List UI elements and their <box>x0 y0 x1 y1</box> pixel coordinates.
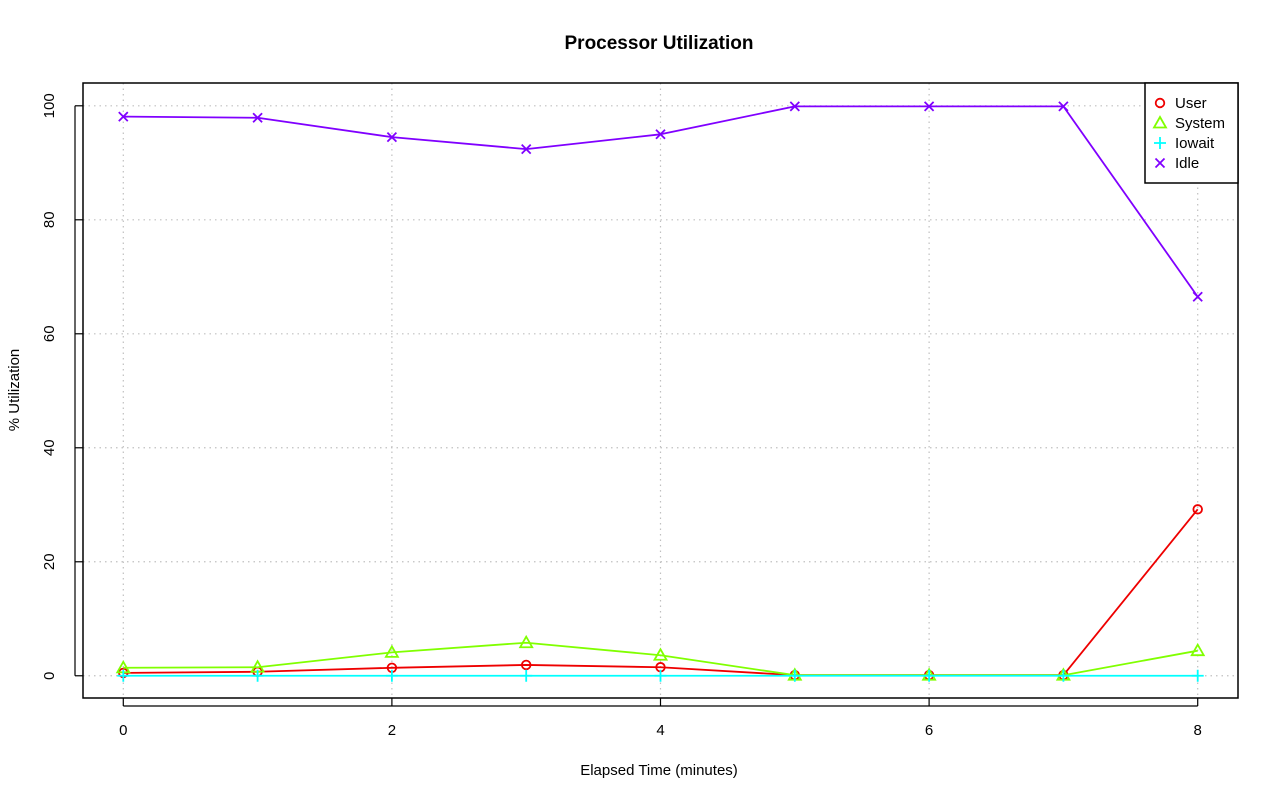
series-layer <box>115 101 1206 682</box>
chart-title: Processor Utilization <box>565 33 754 54</box>
series-iowait <box>117 669 1204 682</box>
idle-point <box>655 129 666 140</box>
legend-box <box>1144 82 1239 184</box>
series-idle <box>118 101 1203 302</box>
y-tick-label: 40 <box>41 439 58 456</box>
legend-marker-user <box>1154 97 1166 109</box>
series-user <box>118 504 1203 681</box>
system-point <box>1190 642 1206 657</box>
y-tick-label: 100 <box>41 93 58 118</box>
y-tick-label: 60 <box>41 325 58 342</box>
y-axis-label: % Utilization <box>6 349 23 432</box>
legend-marker-idle <box>1154 157 1166 169</box>
x-tick-label: 2 <box>388 722 396 739</box>
idle-point <box>1192 291 1203 302</box>
legend-label-idle: Idle <box>1175 155 1199 172</box>
y-tick-label: 20 <box>41 553 58 570</box>
user-point <box>520 659 532 671</box>
x-tick-label: 4 <box>656 722 664 739</box>
x-axis-label: Elapsed Time (minutes) <box>580 762 738 779</box>
iowait-point <box>923 669 936 682</box>
y-axis: 0 20 40 60 80 100 <box>41 93 83 680</box>
idle-point <box>1058 101 1069 112</box>
iowait-point <box>1057 669 1070 682</box>
iowait-point <box>251 669 264 682</box>
iowait-point <box>385 669 398 682</box>
legend-marker-iowait <box>1154 137 1166 149</box>
idle-point <box>386 132 398 143</box>
iowait-point <box>117 669 130 682</box>
idle-point <box>118 111 129 122</box>
idle-point <box>789 101 800 112</box>
x-tick-label: 8 <box>1194 722 1202 739</box>
iowait-point <box>788 669 801 682</box>
legend-label-user: User <box>1175 95 1207 112</box>
x-tick-label: 6 <box>925 722 933 739</box>
idle-point <box>521 143 532 155</box>
system-point <box>518 634 534 649</box>
system-point <box>652 647 669 661</box>
user-point <box>1192 504 1203 515</box>
system-point <box>384 644 400 658</box>
legend-marker-system <box>1152 115 1168 129</box>
iowait-point <box>654 669 667 682</box>
y-tick-label: 80 <box>41 211 58 228</box>
grid-lines <box>83 83 1238 698</box>
legend: User System Iowait Idle <box>1144 82 1239 184</box>
y-tick-label: 0 <box>41 672 58 680</box>
idle-point <box>923 101 935 112</box>
x-axis: 0 2 4 6 8 <box>119 698 1202 739</box>
iowait-point <box>520 669 533 682</box>
legend-label-system: System <box>1175 115 1225 132</box>
x-tick-label: 0 <box>119 722 127 739</box>
iowait-point <box>1191 669 1204 682</box>
legend-label-iowait: Iowait <box>1175 135 1215 152</box>
idle-point <box>252 112 263 123</box>
